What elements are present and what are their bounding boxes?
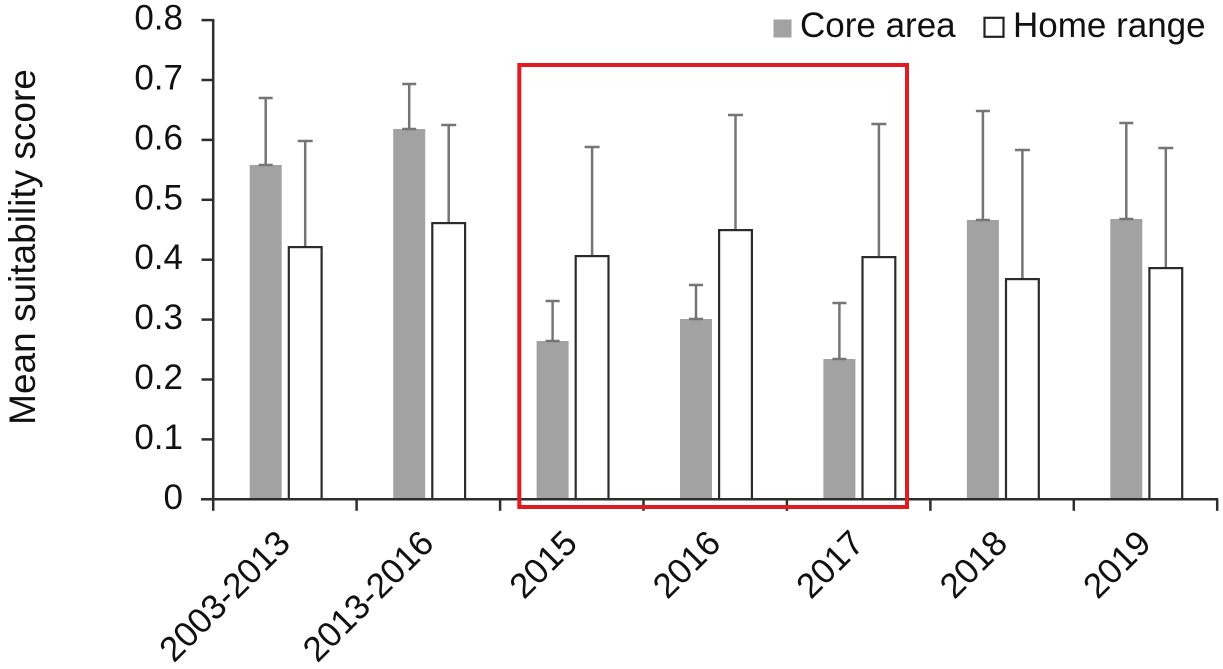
svg-text:0.8: 0.8: [134, 0, 183, 38]
svg-text:0.1: 0.1: [134, 418, 183, 457]
svg-text:0.2: 0.2: [134, 358, 183, 397]
svg-text:0.6: 0.6: [134, 118, 183, 157]
svg-text:0.4: 0.4: [134, 238, 183, 277]
svg-text:Core area: Core area: [800, 6, 956, 45]
svg-text:0.5: 0.5: [134, 178, 183, 217]
svg-text:Mean suitability score: Mean suitability score: [2, 69, 43, 425]
svg-text:Home range: Home range: [1013, 6, 1206, 45]
svg-text:0: 0: [164, 478, 183, 517]
svg-text:0.7: 0.7: [134, 59, 183, 98]
svg-text:0.3: 0.3: [134, 298, 183, 337]
